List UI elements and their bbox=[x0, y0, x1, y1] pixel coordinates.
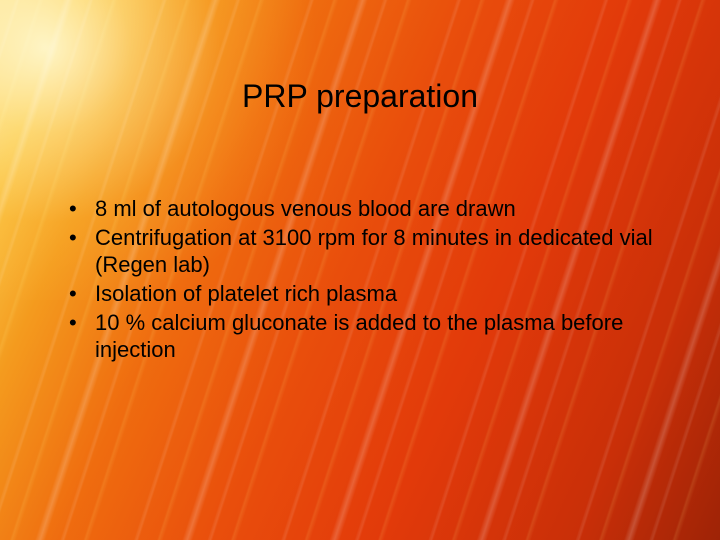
slide-title: PRP preparation bbox=[0, 78, 720, 115]
bullet-item: Centrifugation at 3100 rpm for 8 minutes… bbox=[65, 224, 658, 278]
bullet-item: Isolation of platelet rich plasma bbox=[65, 280, 658, 307]
slide-body: 8 ml of autologous venous blood are draw… bbox=[65, 195, 658, 365]
bullet-item: 10 % calcium gluconate is added to the p… bbox=[65, 309, 658, 363]
bullet-list: 8 ml of autologous venous blood are draw… bbox=[65, 195, 658, 363]
bullet-item: 8 ml of autologous venous blood are draw… bbox=[65, 195, 658, 222]
slide: PRP preparation 8 ml of autologous venou… bbox=[0, 0, 720, 540]
